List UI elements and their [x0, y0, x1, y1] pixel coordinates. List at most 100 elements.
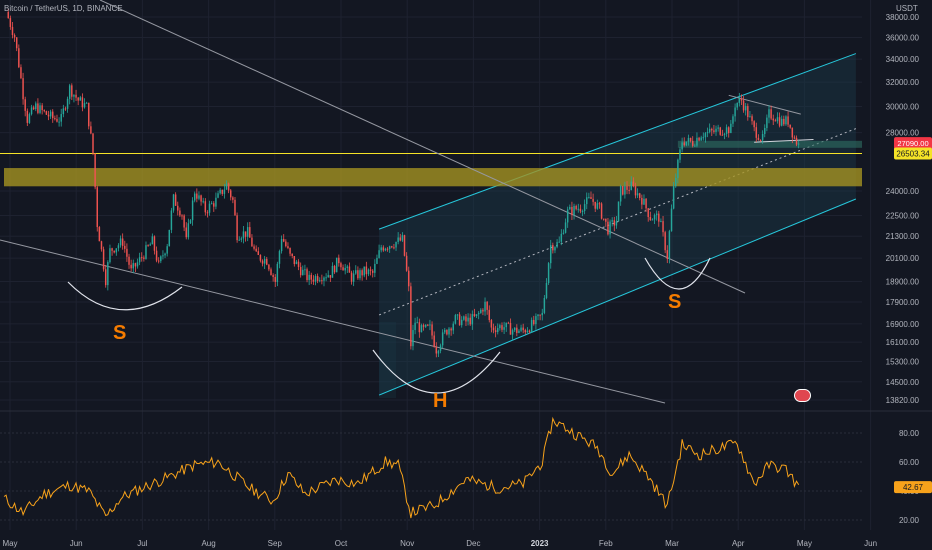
us-flag-icon[interactable] — [794, 389, 811, 402]
candle-body — [319, 280, 321, 282]
candle-body — [54, 118, 56, 120]
candle-body — [480, 309, 482, 313]
candle-body — [662, 221, 664, 233]
price-tick-label: 32000.00 — [886, 78, 920, 87]
candle-body — [734, 107, 736, 117]
candle-body — [369, 269, 372, 271]
price-tick-label: 16900.00 — [886, 320, 920, 329]
candle-body — [675, 178, 677, 187]
candle-body — [528, 330, 531, 332]
candle-body — [359, 270, 361, 279]
candle-body — [689, 137, 692, 141]
candle-body — [475, 314, 478, 317]
candle-body — [558, 241, 560, 243]
candle-body — [668, 231, 671, 259]
candle-body — [215, 197, 217, 207]
rsi-line — [3, 416, 800, 519]
candle-body — [719, 127, 721, 135]
candle-body — [302, 269, 304, 276]
candle-body — [742, 100, 745, 111]
candle-body — [753, 121, 755, 128]
candle-body — [420, 325, 423, 333]
candle-body — [592, 198, 594, 202]
candle-body — [562, 232, 565, 234]
candle-body — [573, 205, 575, 215]
candle-body — [711, 128, 713, 131]
candle-body — [60, 114, 62, 122]
candle-body — [244, 231, 247, 237]
candle-body — [130, 264, 132, 269]
candle-body — [749, 116, 751, 118]
candle-body — [18, 48, 20, 68]
candle-body — [579, 208, 582, 212]
candle-body — [28, 114, 31, 123]
candle-body — [191, 200, 194, 221]
candle-body — [160, 256, 162, 262]
candle-body — [456, 314, 459, 316]
candle-body — [177, 205, 179, 211]
candle-body — [41, 105, 43, 111]
candle-body — [490, 320, 493, 328]
candle-body — [299, 266, 302, 276]
candle-body — [607, 221, 609, 235]
candles — [7, 8, 800, 358]
candle-body — [88, 102, 90, 127]
candle-body — [702, 137, 705, 139]
candle-body — [581, 210, 584, 212]
candle-body — [168, 229, 171, 247]
candle-body — [325, 277, 327, 279]
wedge-bottom-line — [754, 138, 814, 143]
candle-body — [393, 247, 395, 249]
candle-body — [314, 276, 317, 282]
pattern-right-shoulder: S — [668, 291, 682, 313]
candle-body — [424, 324, 427, 327]
candle-body — [22, 78, 24, 100]
candle-body — [454, 315, 457, 324]
candle-body — [624, 186, 626, 195]
candle-body — [537, 314, 539, 317]
candle-body — [47, 114, 50, 117]
candle-body — [683, 142, 685, 146]
candle-body — [121, 238, 124, 246]
candle-body — [249, 227, 251, 238]
candle-body — [516, 327, 518, 333]
candle-body — [704, 133, 707, 138]
candle-body — [128, 256, 130, 265]
candle-body — [323, 277, 325, 281]
candle-body — [20, 67, 22, 79]
candle-body — [596, 203, 599, 209]
candle-body — [348, 266, 351, 273]
candle-body — [253, 246, 255, 249]
time-tick-label: Apr — [732, 539, 745, 548]
candle-body — [535, 316, 537, 325]
candle-body — [56, 118, 58, 122]
candle-body — [613, 220, 616, 226]
candle-body — [401, 235, 404, 241]
candle-body — [289, 247, 291, 254]
candle-body — [49, 111, 52, 117]
candle-body — [793, 137, 796, 139]
candle-body — [776, 117, 779, 122]
candle-body — [590, 197, 592, 199]
candle-body — [285, 241, 287, 247]
candle-body — [789, 124, 791, 128]
candle-body — [677, 159, 679, 179]
candle-body — [437, 350, 440, 354]
candle-body — [109, 248, 111, 263]
candle-body — [556, 242, 558, 248]
candle-body — [770, 109, 772, 119]
candle-body — [26, 110, 29, 123]
candle-body — [634, 186, 637, 196]
candle-body — [85, 102, 88, 104]
rsi-tick-label: 60.00 — [899, 458, 920, 467]
candle-body — [124, 245, 126, 249]
candle-body — [376, 257, 378, 264]
candle-body — [499, 325, 501, 329]
candle-body — [331, 265, 334, 278]
candle-body — [217, 193, 219, 198]
candle-body — [482, 309, 484, 312]
candle-body — [715, 128, 717, 132]
candle-body — [611, 220, 613, 222]
candle-body — [441, 332, 444, 346]
candle-body — [547, 263, 550, 284]
